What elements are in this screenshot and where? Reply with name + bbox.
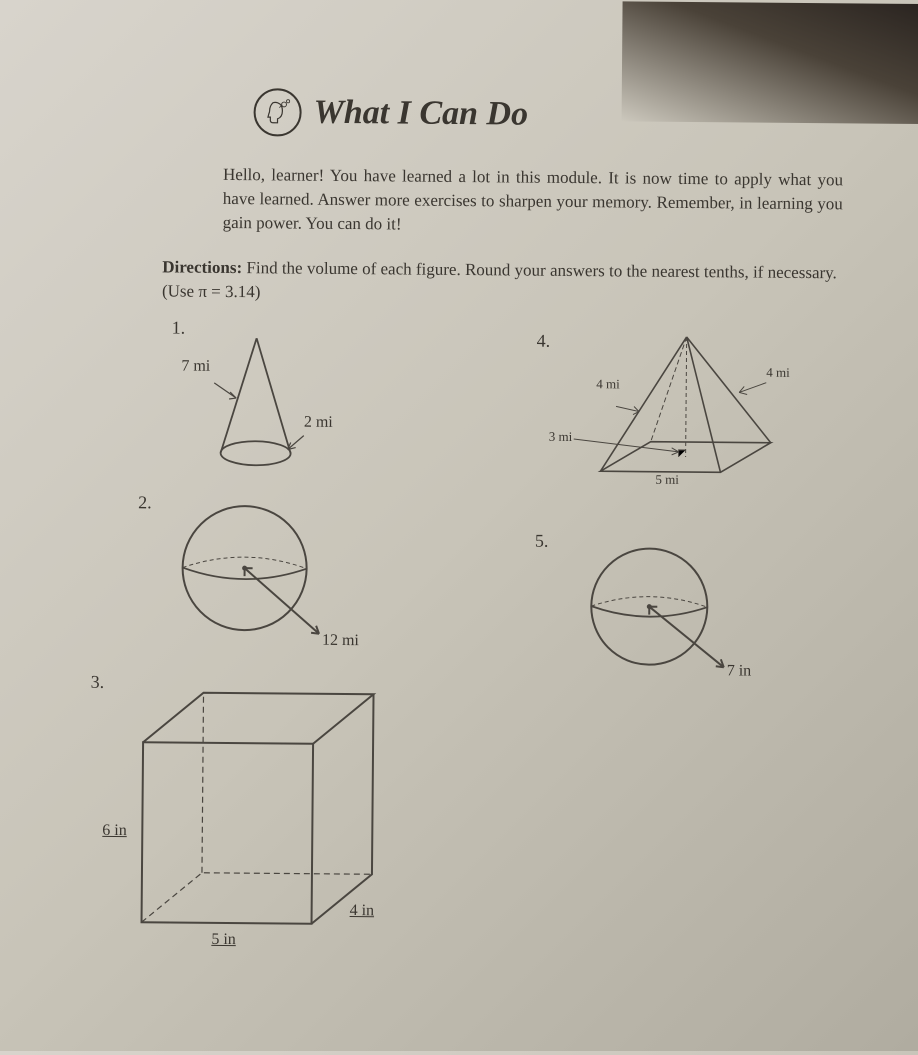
pyramid-height-label: 3 mi <box>549 429 573 445</box>
prism-height-label: 6 in <box>102 822 127 840</box>
figure-sphere-2: 7 in <box>568 526 770 703</box>
problem-5-number: 5. <box>535 531 549 552</box>
idea-head-icon <box>253 88 301 136</box>
pyramid-slant-label: 4 mi <box>596 376 620 392</box>
figure-pyramid: 4 mi 4 mi 3 mi 5 mi <box>570 321 802 508</box>
figure-cone: 7 mi 2 mi <box>195 323 366 489</box>
prism-depth-label: 4 in <box>350 902 375 920</box>
directions-text: Directions: Find the volume of each figu… <box>162 255 862 309</box>
problem-4-number: 4. <box>537 331 551 352</box>
problem-2-number: 2. <box>138 492 152 513</box>
problem-1-number: 1. <box>172 317 186 338</box>
sphere2-radius-label: 7 in <box>727 662 752 680</box>
intro-paragraph: Hello, learner! You have learned a lot i… <box>223 163 844 240</box>
pyramid-base-label: 5 mi <box>655 472 679 488</box>
prism-width-label: 5 in <box>211 931 236 949</box>
directions-body: Find the volume of each figure. Round yo… <box>162 258 837 301</box>
pyramid-edge-label: 4 mi <box>766 365 790 381</box>
sphere1-radius-label: 12 mi <box>322 632 359 650</box>
problem-3-number: 3. <box>91 672 105 693</box>
figure-prism: 6 in 5 in 4 in <box>111 672 434 970</box>
cone-radius-label: 2 mi <box>304 414 333 432</box>
photo-shadow-corner <box>622 1 918 124</box>
figure-sphere-1: 12 mi <box>164 487 366 664</box>
section-header: What I Can Do <box>253 88 528 138</box>
worksheet-page: What I Can Do Hello, learner! You have l… <box>0 0 918 1055</box>
cone-slant-label: 7 mi <box>181 358 210 376</box>
directions-label: Directions: <box>162 257 242 277</box>
section-title: What I Can Do <box>313 94 528 134</box>
